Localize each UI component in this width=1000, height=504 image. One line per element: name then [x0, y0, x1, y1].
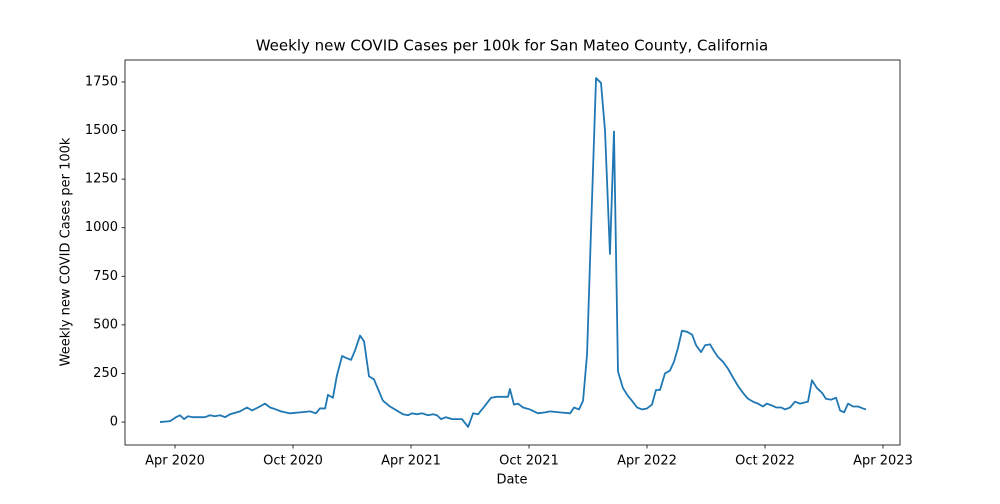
y-tick-label: 1750: [85, 74, 118, 89]
y-tick-label: 1250: [85, 172, 118, 187]
y-tick-label: 750: [93, 269, 118, 284]
x-tick-label: Apr 2020: [145, 454, 205, 469]
x-tick-label: Apr 2023: [853, 454, 913, 469]
y-tick-label: 250: [93, 366, 118, 381]
chart-title: Weekly new COVID Cases per 100k for San …: [256, 37, 769, 55]
x-tick-label: Oct 2022: [735, 454, 795, 469]
x-tick-label: Oct 2020: [263, 454, 323, 469]
x-tick-label: Apr 2021: [381, 454, 441, 469]
x-axis-label: Date: [496, 473, 527, 488]
x-tick-label: Apr 2022: [617, 454, 677, 469]
x-tick-label: Oct 2021: [499, 454, 559, 469]
y-tick-label: 0: [110, 415, 118, 430]
y-tick-label: 1500: [85, 123, 118, 138]
y-axis-label: Weekly new COVID Cases per 100k: [59, 137, 74, 366]
y-tick-label: 1000: [85, 220, 118, 235]
plot-frame: [124, 59, 901, 446]
data-line: [159, 77, 867, 428]
y-tick-label: 500: [93, 317, 118, 332]
